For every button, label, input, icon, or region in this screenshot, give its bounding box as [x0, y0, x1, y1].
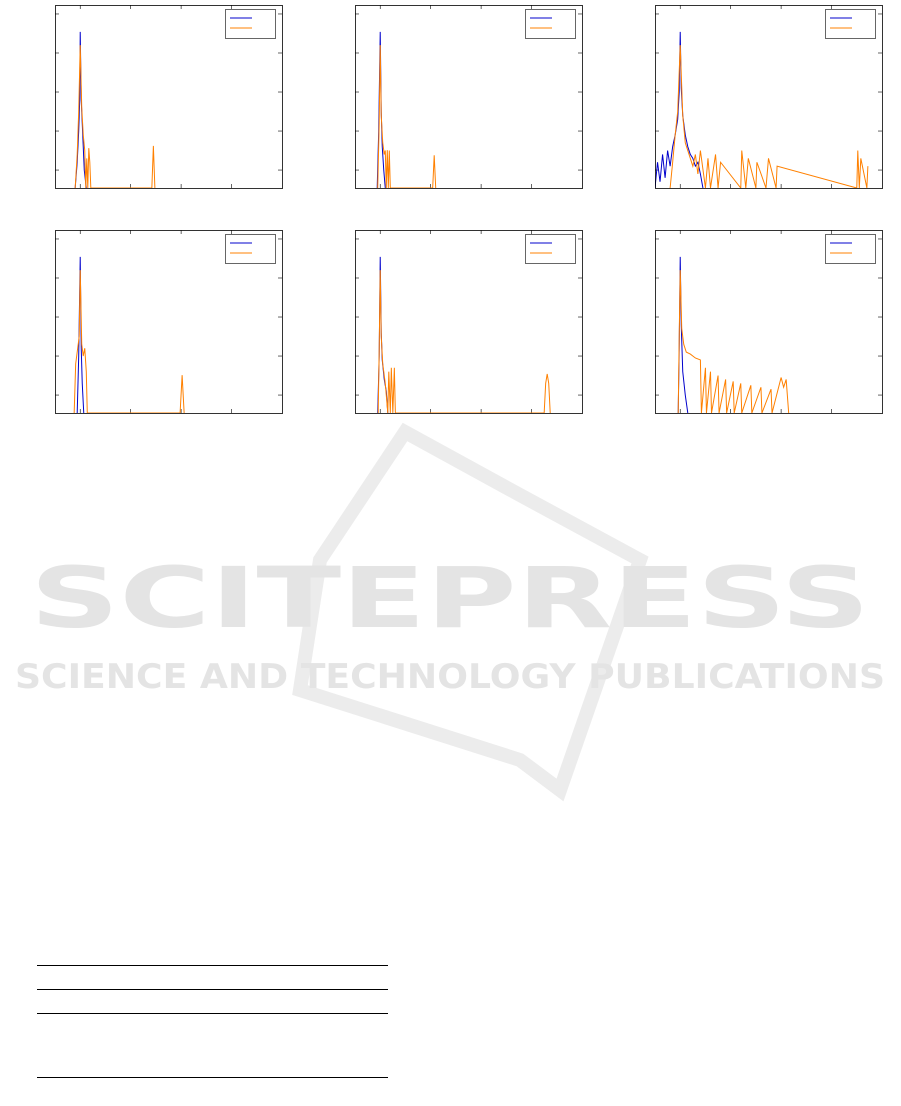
chart: [55, 5, 283, 189]
plot-frame: [55, 5, 283, 189]
table-rules: [37, 965, 388, 1078]
data-line: [377, 270, 551, 413]
watermark-subtitle: SCIENCE AND TECHNOLOGY PUBLICATIONS: [15, 657, 885, 697]
data-line: [677, 270, 790, 413]
legend-box: [825, 234, 876, 264]
legend-box: [525, 9, 576, 39]
data-line: [73, 270, 185, 413]
legend-box: [825, 9, 876, 39]
chart: [355, 5, 583, 189]
legend-box: [225, 9, 276, 39]
legend-box: [525, 234, 576, 264]
watermark-title: SCITEPRESS: [30, 549, 870, 647]
plot-frame: [655, 5, 883, 189]
legend: [525, 9, 576, 39]
legend: [225, 9, 276, 39]
legend: [825, 234, 876, 264]
legend: [225, 234, 276, 264]
watermark: SCITEPRESS SCIENCE AND TECHNOLOGY PUBLIC…: [15, 422, 885, 802]
plot-frame: [655, 230, 883, 414]
legend: [525, 234, 576, 264]
chart: [55, 230, 283, 414]
legend-box: [225, 234, 276, 264]
data-line: [669, 45, 869, 188]
chart: [355, 230, 583, 414]
chart: [655, 5, 883, 189]
legend: [825, 9, 876, 39]
plot-frame: [355, 230, 583, 414]
data-line: [655, 31, 704, 188]
chart: [655, 230, 883, 414]
data-line: [74, 45, 156, 188]
watermark-logo: [292, 422, 649, 802]
plot-frame: [355, 5, 583, 189]
data-line: [377, 45, 437, 188]
plot-frame: [55, 230, 283, 414]
